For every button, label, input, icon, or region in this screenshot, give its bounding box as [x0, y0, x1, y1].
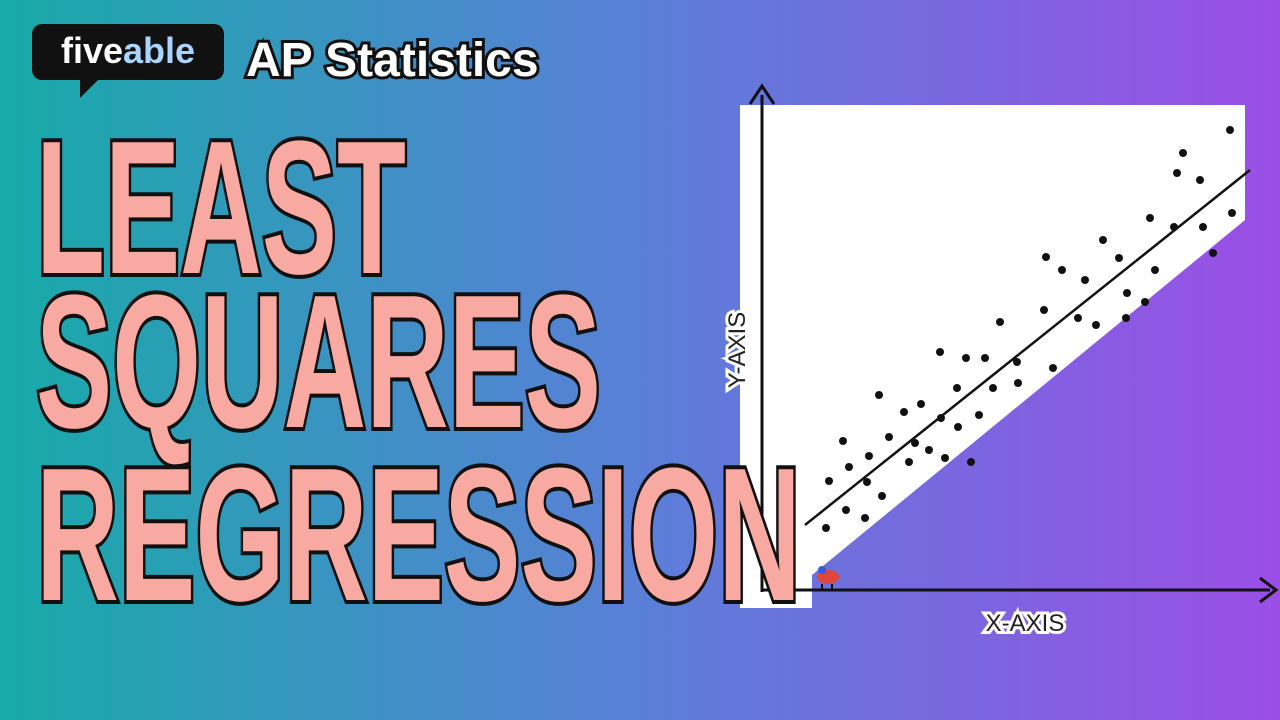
y-arrow [748, 83, 776, 105]
title-line: SQUARES [36, 256, 601, 468]
x-axis-label: X-AXIS [986, 610, 1065, 637]
y-axis-label: Y-AXIS [724, 312, 751, 389]
plot: Y-AXIS X-AXIS [721, 83, 1279, 640]
scatter-points [822, 126, 1236, 532]
title-line: LEAST [36, 102, 406, 314]
logo: fiveable [32, 24, 224, 98]
x-arrow [1259, 576, 1279, 604]
brand: fiveable [61, 30, 195, 71]
title-line: REGRESSION [36, 429, 801, 641]
course-title: AP Statistics [246, 34, 539, 87]
mascot [817, 566, 839, 590]
